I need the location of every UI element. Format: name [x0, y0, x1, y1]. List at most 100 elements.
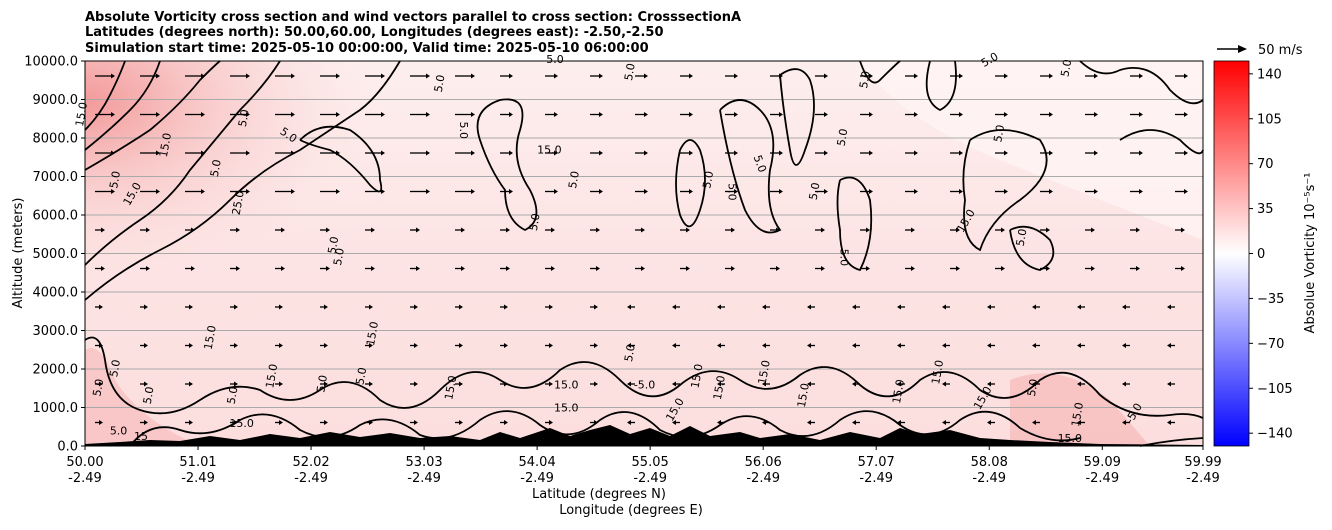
wind-vector-head	[461, 266, 465, 271]
x-tick-label-lat: 51.01	[179, 455, 216, 470]
wind-vector-head	[731, 227, 735, 233]
wind-vector-head	[381, 73, 385, 79]
wind-vector-head	[717, 304, 721, 310]
wind-vector-head	[509, 73, 513, 79]
wind-vector-head	[371, 227, 375, 233]
wind-vector-head	[1032, 304, 1036, 310]
wind-vector-head	[99, 343, 103, 348]
x-tick-label-lat: 57.07	[858, 455, 895, 470]
contour-label: 5.0	[622, 343, 638, 362]
wind-vector-head	[191, 227, 195, 233]
wind-vector-head	[1122, 381, 1126, 387]
wind-vector-head	[911, 266, 915, 271]
y-tick-label: 6000.0	[33, 209, 79, 224]
contour-label: 15.0	[554, 401, 579, 414]
wind-vector-head	[324, 304, 328, 310]
wind-vector-head	[291, 189, 295, 194]
wind-vector-head	[762, 304, 766, 310]
wind-vector-head	[426, 189, 430, 194]
wind-vector-head	[416, 266, 420, 271]
wind-vector-head	[644, 150, 648, 156]
wind-vector-head	[471, 189, 475, 194]
wind-vector-head	[866, 266, 870, 271]
wind-vector-head	[672, 381, 676, 387]
wind-vector-head	[762, 343, 766, 348]
wind-vector-head	[776, 266, 780, 271]
wind-vector-head	[1136, 266, 1140, 271]
wind-vector-head	[627, 420, 631, 425]
wind-vector-head	[1091, 227, 1095, 233]
wind-vector-head	[987, 304, 991, 310]
wind-vector-head	[201, 73, 205, 79]
wind-vector-head	[1049, 189, 1053, 194]
wind-vector-head	[156, 150, 160, 156]
wind-vector-head	[869, 150, 873, 156]
colorbar-tick-label: 35	[1257, 202, 1274, 217]
wind-vector-head	[201, 189, 205, 194]
wind-vector-head	[324, 420, 328, 425]
wind-vector-head	[594, 343, 598, 348]
wind-vector-head	[959, 189, 963, 194]
x-tick-label-lat: 59.09	[1084, 455, 1121, 470]
chart-title-line-1: Absolute Vorticity cross section and win…	[85, 10, 741, 25]
wind-vector-head	[852, 420, 856, 425]
y-axis: 0.0 1000.0 2000.0 3000.0 4000.0 5000.0 6000.0 7…	[24, 55, 85, 455]
wind-vector-head	[1139, 73, 1143, 79]
wind-vector-head	[291, 112, 295, 117]
contour-label: 5.0	[90, 378, 106, 397]
wind-vector-head	[549, 420, 553, 425]
wind-vector-head	[426, 150, 430, 156]
wind-vector-head	[987, 420, 991, 425]
wind-vector-head	[956, 227, 960, 233]
wind-vector-head	[1004, 73, 1008, 79]
wind-vector-head	[942, 381, 946, 387]
wind-vector-head	[942, 304, 946, 310]
contour-label: 5.0	[751, 153, 769, 174]
contour-line	[1119, 129, 1204, 155]
wind-vector-head	[852, 343, 856, 348]
quiver-key-label: 50 m/s	[1258, 43, 1303, 58]
wind-vector-head	[599, 73, 603, 79]
wind-vector-head	[1004, 112, 1008, 117]
wind-vector-head	[234, 343, 238, 348]
vorticity-field-upper-left	[85, 61, 505, 331]
x-tick-label-lat: 55.05	[632, 455, 669, 470]
wind-vector-head	[509, 189, 513, 194]
contour-label: 5.0	[700, 170, 716, 189]
wind-vector-head	[111, 112, 115, 117]
wind-vector-head	[336, 150, 340, 156]
wind-vector-head	[897, 304, 901, 310]
y-tick-label: 0.0	[57, 440, 78, 455]
wind-vector-head	[869, 73, 873, 79]
wind-vector-head	[234, 381, 238, 387]
wind-vector-head	[1122, 304, 1126, 310]
contour-label: 5.0	[457, 122, 470, 140]
wind-vector-head	[144, 381, 148, 387]
wind-vector-head	[191, 266, 195, 271]
wind-vector-head	[504, 343, 508, 348]
wind-vector-head	[1184, 189, 1188, 194]
contour-label: 15.0	[795, 382, 812, 408]
wind-vector-head	[554, 150, 558, 156]
x-tick-label-lat: 59.99	[1184, 455, 1221, 470]
y-tick-label: 9000.0	[33, 93, 79, 108]
wind-vector-head	[459, 304, 463, 310]
horizontal-grid	[85, 99, 1203, 408]
contour-line	[675, 139, 706, 228]
wind-vector-head	[554, 189, 558, 194]
wind-vector-head	[821, 266, 825, 271]
contour-line	[84, 60, 161, 151]
wind-vector-head	[914, 112, 918, 117]
wind-vector-head	[1032, 381, 1036, 387]
wind-vector-head	[779, 189, 783, 194]
contour-line	[719, 99, 782, 234]
wind-vector-head	[111, 73, 115, 79]
wind-vector-head	[717, 343, 721, 348]
wind-vector-head	[471, 73, 475, 79]
wind-vector-head	[189, 304, 193, 310]
y-tick-label: 10000.0	[24, 55, 78, 70]
colorbar: 140 105 70 35 0 −35 −70 −105 −140 Absolue Vortic…	[1213, 60, 1318, 447]
contour-label: 5.0	[527, 212, 543, 231]
wind-vector-head	[459, 343, 463, 348]
wind-vector-head	[866, 227, 870, 233]
